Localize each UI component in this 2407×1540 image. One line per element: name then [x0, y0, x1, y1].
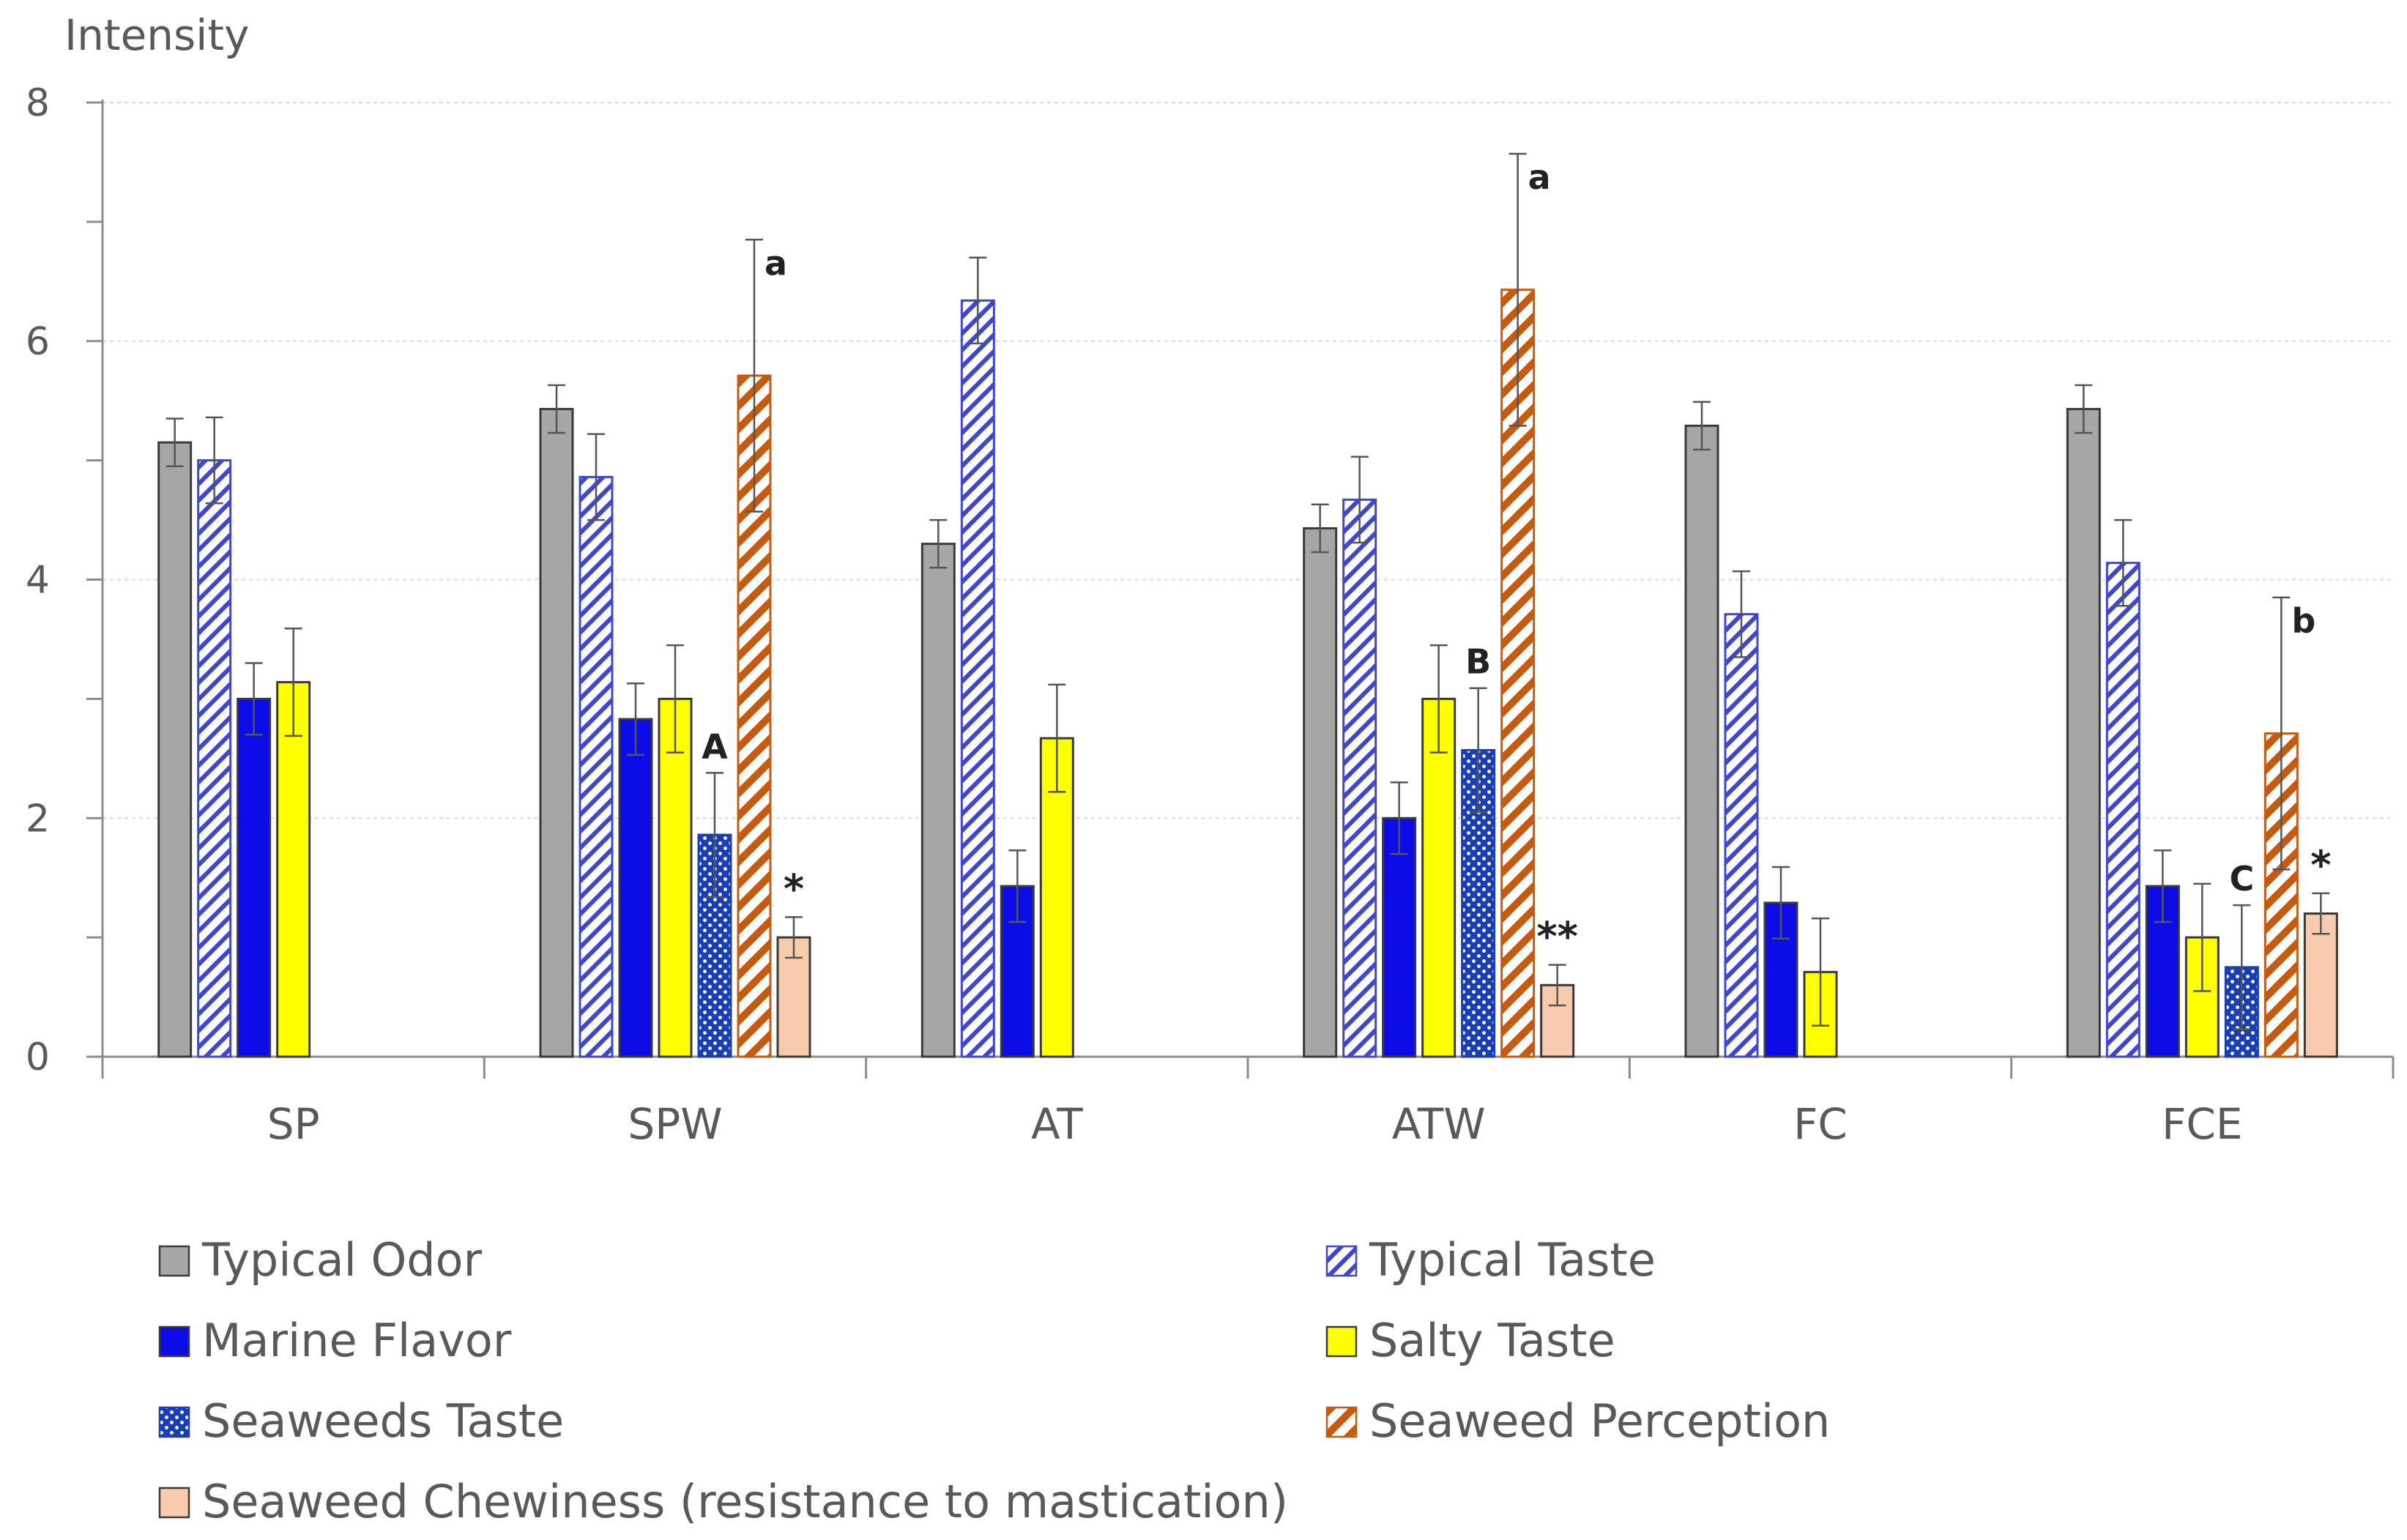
- x-tick-label: FCE: [2162, 1099, 2243, 1149]
- significance-label: a: [1528, 157, 1551, 197]
- legend-label: Marine Flavor: [202, 1314, 512, 1367]
- significance-label: C: [2229, 859, 2254, 899]
- legend-swatch: [1325, 1325, 1358, 1358]
- y-tick-label: 6: [26, 320, 50, 364]
- legend-swatch: [1325, 1245, 1358, 1277]
- legend-label: Seaweeds Taste: [202, 1394, 564, 1448]
- legend-swatch: [158, 1325, 190, 1358]
- bar: [1382, 817, 1417, 1058]
- bar: [1342, 498, 1377, 1058]
- bar: [2105, 562, 2140, 1058]
- significance-label: *: [784, 866, 804, 912]
- y-tick-label: 4: [26, 559, 50, 603]
- x-tick-label: AT: [1031, 1099, 1083, 1149]
- bar: [197, 459, 232, 1058]
- bar: [157, 441, 193, 1058]
- y-axis-title: Intensity: [64, 10, 249, 60]
- axis-layer: 0 2 4 6 8 SP SPW AT ATW FC FCE: [26, 81, 2395, 1149]
- legend: Typical Odor Typical Taste Marine Flavor Sa…: [158, 1233, 1830, 1528]
- bar: [2066, 408, 2101, 1058]
- y-tick-label: 2: [26, 797, 50, 841]
- bar: [237, 697, 272, 1058]
- legend-label: Seaweed Perception: [1369, 1394, 1830, 1448]
- bar: [539, 408, 574, 1058]
- x-tick-label: ATW: [1392, 1099, 1486, 1149]
- bar: [1724, 613, 1759, 1058]
- bar: [1684, 424, 1719, 1058]
- bar-layer: [157, 152, 2338, 1058]
- legend-swatch: [158, 1487, 190, 1519]
- legend-label: Typical Odor: [201, 1233, 483, 1287]
- bar: [579, 475, 614, 1058]
- significance-label: *: [2310, 842, 2331, 888]
- significance-label: b: [2291, 601, 2315, 641]
- x-tick-label: SP: [267, 1099, 320, 1149]
- legend-label: Seaweed Chewiness (resistance to mastica…: [202, 1475, 1288, 1528]
- significance-label: **: [1536, 914, 1577, 960]
- x-tick-label: FC: [1793, 1099, 1848, 1149]
- x-tick-label: SPW: [628, 1099, 722, 1149]
- significance-label: a: [764, 243, 787, 283]
- annotation-layer: Aa * Ba ** Cb *: [702, 157, 2331, 960]
- bar: [960, 299, 995, 1058]
- bar: [776, 936, 811, 1058]
- legend-swatch: [158, 1245, 190, 1277]
- bar: [658, 697, 693, 1058]
- y-tick-label: 8: [26, 81, 50, 125]
- legend-swatch: [158, 1406, 190, 1438]
- legend-label: Salty Taste: [1369, 1314, 1615, 1367]
- significance-label: B: [1465, 642, 1491, 682]
- legend-swatch: [1325, 1406, 1358, 1438]
- significance-label: A: [702, 726, 728, 766]
- y-tick-label: 0: [26, 1035, 50, 1079]
- bar: [2303, 912, 2338, 1058]
- bar: [1303, 527, 1338, 1058]
- bar: [618, 718, 653, 1058]
- grid-layer: [103, 102, 2393, 819]
- bar: [276, 681, 311, 1058]
- bar: [920, 543, 956, 1058]
- legend-label: Typical Taste: [1369, 1233, 1656, 1287]
